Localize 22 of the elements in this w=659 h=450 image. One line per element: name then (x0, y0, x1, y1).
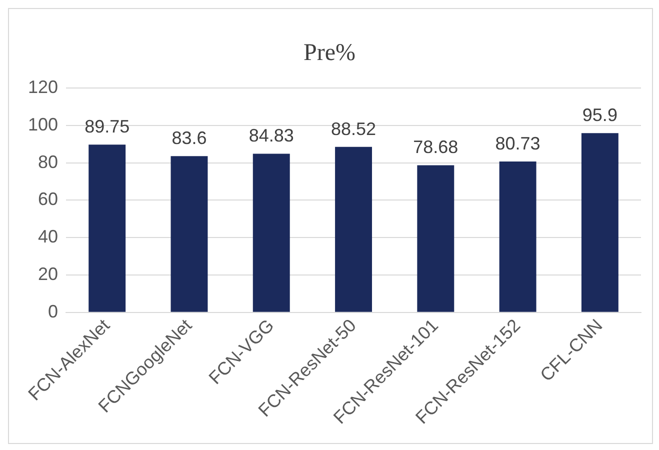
bar (417, 165, 454, 312)
bar (88, 144, 126, 312)
bar (252, 154, 290, 312)
bar (499, 161, 536, 312)
y-tick-label: 120 (28, 76, 58, 97)
chart-title: Pre% (302, 40, 356, 67)
y-tick-label: 20 (38, 264, 58, 284)
bar (335, 146, 372, 312)
data-label: 95.9 (582, 105, 618, 126)
y-tick-label: 100 (28, 114, 58, 134)
data-label: 88.52 (330, 118, 376, 139)
data-label: 78.68 (413, 137, 458, 158)
y-tick-label: 40 (38, 226, 58, 247)
data-label: 83.6 (172, 128, 207, 148)
y-tick-label: 80 (38, 152, 58, 172)
bar (581, 133, 618, 312)
data-label: 80.73 (495, 133, 540, 154)
bar (170, 156, 208, 312)
data-label: 84.83 (248, 126, 294, 146)
y-tick-label: 0 (48, 301, 58, 322)
data-label: 89.75 (84, 116, 130, 137)
y-tick-label: 60 (38, 189, 58, 210)
